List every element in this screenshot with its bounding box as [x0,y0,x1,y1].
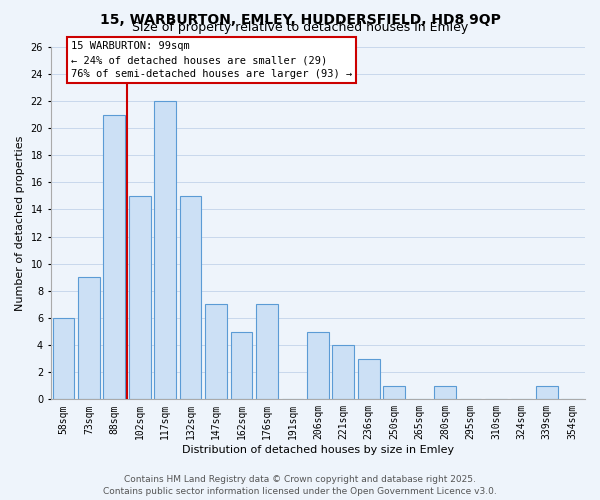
Bar [307,332,329,400]
X-axis label: Distribution of detached houses by size in Emley: Distribution of detached houses by size … [182,445,454,455]
Bar [434,386,456,400]
Bar [205,304,227,400]
Y-axis label: Number of detached properties: Number of detached properties [15,136,25,310]
Bar [129,196,151,400]
Bar [180,196,202,400]
Bar [256,304,278,400]
Bar [332,345,354,400]
Text: Contains HM Land Registry data © Crown copyright and database right 2025.
Contai: Contains HM Land Registry data © Crown c… [103,474,497,496]
Bar [103,114,125,400]
Bar [231,332,253,400]
Text: 15 WARBURTON: 99sqm
← 24% of detached houses are smaller (29)
76% of semi-detach: 15 WARBURTON: 99sqm ← 24% of detached ho… [71,42,352,80]
Text: 15, WARBURTON, EMLEY, HUDDERSFIELD, HD8 9QP: 15, WARBURTON, EMLEY, HUDDERSFIELD, HD8 … [100,12,500,26]
Bar [536,386,557,400]
Bar [383,386,405,400]
Bar [53,318,74,400]
Bar [358,358,380,400]
Bar [78,278,100,400]
Text: Size of property relative to detached houses in Emley: Size of property relative to detached ho… [132,22,468,35]
Bar [154,101,176,400]
